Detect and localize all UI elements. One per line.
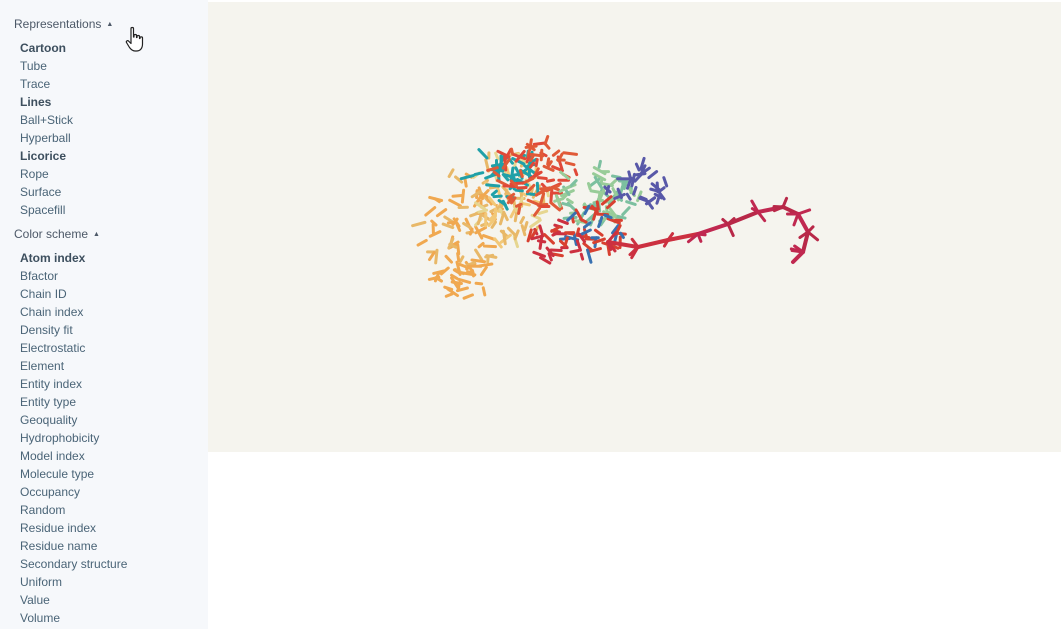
color-scheme-item-bfactor[interactable]: Bfactor	[20, 269, 59, 283]
caret-up-icon: ▲	[93, 231, 100, 238]
color-scheme-item-model-index[interactable]: Model index	[20, 449, 85, 463]
representation-item-ball-stick[interactable]: Ball+Stick	[20, 113, 74, 127]
color-scheme-item-molecule-type[interactable]: Molecule type	[20, 467, 95, 481]
color-scheme-title: Color scheme	[14, 227, 89, 241]
color-scheme-item-entity-index[interactable]: Entity index	[20, 377, 83, 391]
caret-up-icon: ▲	[106, 21, 114, 28]
color-scheme-item-entity-type[interactable]: Entity type	[20, 395, 77, 409]
color-scheme-item-geoquality[interactable]: Geoquality	[20, 413, 78, 427]
representation-item-hyperball[interactable]: Hyperball	[20, 131, 71, 145]
color-scheme-header[interactable]: Color scheme ▲	[14, 227, 100, 241]
representation-item-lines[interactable]: Lines	[20, 95, 52, 109]
color-scheme-menu: Atom index Bfactor Chain ID Chain index Dens…	[20, 249, 127, 627]
representations-title: Representations	[14, 17, 102, 31]
color-scheme-item-value[interactable]: Value	[20, 593, 50, 607]
representation-item-rope[interactable]: Rope	[20, 167, 49, 181]
color-scheme-item-volume[interactable]: Volume	[20, 611, 61, 625]
color-scheme-item-residue-name[interactable]: Residue name	[20, 539, 98, 553]
color-scheme-item-density-fit[interactable]: Density fit	[20, 323, 73, 337]
molecule-viewport[interactable]	[208, 2, 1061, 452]
licorice-bonds	[411, 135, 820, 300]
representation-item-trace[interactable]: Trace	[20, 77, 51, 91]
color-scheme-item-atom-index[interactable]: Atom index	[20, 251, 86, 265]
color-scheme-item-chain-index[interactable]: Chain index	[20, 305, 84, 319]
color-scheme-item-random[interactable]: Random	[20, 503, 66, 517]
hand-pointer-icon	[125, 26, 144, 52]
sidebar: Representations ▲ Cartoon Tube Trace Lines Ba…	[0, 0, 208, 629]
representations-header[interactable]: Representations ▲	[14, 17, 113, 31]
color-scheme-item-element[interactable]: Element	[20, 359, 65, 373]
representation-item-licorice[interactable]: Licorice	[20, 149, 67, 163]
color-scheme-item-secondary-structure[interactable]: Secondary structure	[20, 557, 128, 571]
representation-item-spacefill[interactable]: Spacefill	[20, 203, 66, 217]
color-scheme-item-residue-index[interactable]: Residue index	[20, 521, 97, 535]
representation-item-surface[interactable]: Surface	[20, 185, 62, 199]
representation-item-tube[interactable]: Tube	[20, 59, 47, 73]
color-scheme-item-electrostatic[interactable]: Electrostatic	[20, 341, 86, 355]
color-scheme-item-hydrophobicity[interactable]: Hydrophobicity	[20, 431, 100, 445]
representation-item-cartoon[interactable]: Cartoon	[20, 41, 66, 55]
color-scheme-item-chain-id[interactable]: Chain ID	[20, 287, 67, 301]
color-scheme-item-occupancy[interactable]: Occupancy	[20, 485, 81, 499]
molecule-structure	[411, 135, 820, 300]
color-scheme-item-uniform[interactable]: Uniform	[20, 575, 63, 589]
representations-menu: Cartoon Tube Trace Lines Ball+Stick Hyperball…	[20, 39, 73, 219]
